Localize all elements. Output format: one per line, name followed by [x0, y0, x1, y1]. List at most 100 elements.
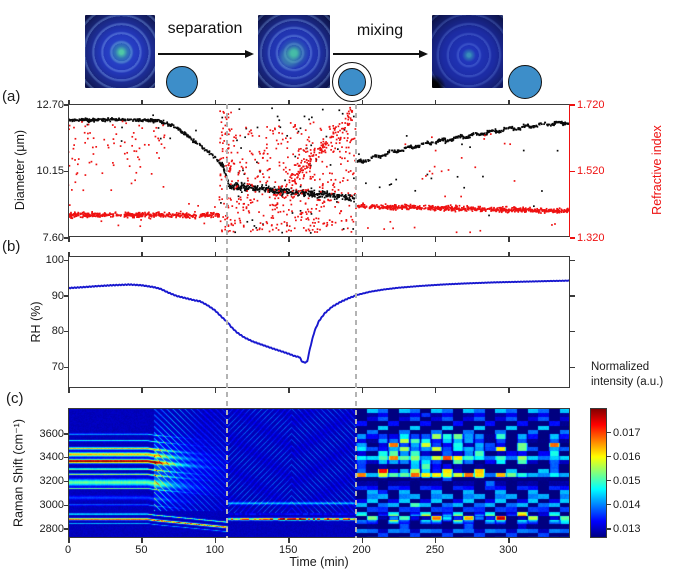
panel-b-xtick-top [288, 251, 290, 256]
mixing-event-dashed-line [354, 104, 357, 538]
time-tick-label: 300 [499, 544, 518, 556]
refractive-index-axis-label: Refractive index [650, 125, 664, 215]
colorbar-tick [607, 456, 611, 458]
panel-b-xtick-top [361, 251, 364, 256]
panel-b-xtick-top [68, 251, 70, 256]
panel-b-xtick-top [141, 251, 143, 256]
rh-tick-label: 70 [51, 361, 64, 374]
diameter-tick-label: 7.60 [42, 231, 64, 244]
panel-a-xtick-bottom [141, 237, 143, 242]
panel-a-xtick-bottom [214, 237, 217, 242]
refractive-index-tick-label: 1.520 [577, 165, 605, 177]
colorbar-tick-label: 0.015 [613, 474, 641, 487]
panel-b-xtick-top [214, 251, 217, 256]
diameter-tick-label: 12.70 [36, 98, 64, 111]
panel-b-xtick-bottom [508, 388, 510, 393]
mixing-arrow-icon [333, 53, 419, 55]
panel-b-ytick-right [570, 259, 575, 262]
raman-shift-axis-label: Raman Shift (cm⁻¹) [11, 418, 26, 528]
panel-c-ytick-left [63, 528, 68, 530]
colorbar-tick [607, 504, 611, 506]
colorbar-tick [607, 432, 611, 434]
colorbar-title-line-2: intensity (a.u.) [591, 376, 664, 388]
raman-shift-tick-label: 2800 [39, 522, 64, 535]
panel-c-ytick-left [63, 504, 68, 507]
panel-a-xtick-top [361, 99, 364, 104]
raman-shift-tick-label: 3400 [39, 451, 64, 464]
panel-c-xtick-bottom [361, 538, 364, 543]
panel-b-ytick-right [570, 366, 575, 369]
separation-event-dashed-line [225, 104, 228, 538]
colorbar-tick-label: 0.016 [613, 450, 641, 463]
panel-c-xtick-bottom [68, 538, 70, 543]
droplet-micrograph-3 [432, 15, 503, 88]
panel-b-xtick-bottom [288, 388, 290, 393]
time-tick-label: 100 [205, 544, 224, 556]
panel-c-ytick-left [63, 433, 68, 435]
rh-axis-label: RH (%) [29, 301, 43, 343]
colorbar-tick-label: 0.013 [613, 522, 641, 535]
colorbar [590, 408, 607, 538]
panel-a-xtick-top [434, 99, 437, 104]
panel-c-xtick-bottom [508, 538, 510, 543]
refractive-index-tick-label: 1.320 [577, 231, 605, 244]
refractive-index-tick-label: 1.720 [577, 98, 605, 111]
panel-b-ytick-left [63, 259, 68, 262]
panel-a-xtick-bottom [508, 237, 510, 242]
rh-tick-label: 100 [45, 254, 64, 267]
colorbar-title-line-1: Normalized [591, 361, 650, 373]
panel-a-xtick-top [214, 99, 217, 104]
mixing-arrowhead-icon [419, 49, 428, 58]
panel-a-ytick-left [63, 104, 68, 106]
time-tick-label: 150 [278, 544, 298, 556]
panel-c-ytick-left [63, 456, 68, 459]
panel-a-ytick-right [570, 170, 575, 172]
panel-c-xtick-bottom [141, 538, 143, 543]
rh-line-plot [68, 256, 570, 388]
time-tick-label: 200 [352, 544, 371, 556]
droplet-icon-mixed-2 [508, 65, 542, 99]
panel-c-xtick-bottom [434, 538, 437, 543]
rh-tick-label: 80 [51, 325, 64, 338]
colorbar-title: Normalized intensity (a.u.) [591, 360, 663, 390]
panel-c-xtick-bottom [214, 538, 217, 543]
panel-c-label: (c) [6, 390, 24, 407]
panel-b-xtick-bottom [141, 388, 143, 393]
panel-a-xtick-bottom [288, 237, 290, 242]
panel-b-ytick-right [570, 295, 575, 297]
droplet-icon-coreshell-core [338, 68, 366, 96]
colorbar-tick-label: 0.017 [613, 426, 641, 439]
panel-c-ytick-left [63, 480, 68, 483]
time-axis-label: Time (min) [289, 555, 349, 569]
raman-shift-tick-label: 3600 [39, 427, 64, 440]
rh-tick-label: 90 [51, 289, 64, 302]
panel-a-xtick-bottom [434, 237, 437, 242]
panel-a-xtick-bottom [361, 237, 364, 242]
panel-a-xtick-top [288, 99, 290, 104]
diameter-ri-scatter-plot [68, 104, 570, 237]
panel-b-xtick-top [508, 251, 510, 256]
diameter-tick-label: 10.15 [36, 165, 64, 177]
panel-a-ytick-right [570, 237, 575, 239]
separation-arrow-icon [158, 53, 245, 55]
colorbar-tick [607, 528, 611, 530]
panel-a-xtick-top [68, 99, 70, 104]
panel-a-xtick-bottom [68, 237, 70, 242]
panel-c-xtick-bottom [288, 538, 290, 543]
time-tick-label: 50 [135, 544, 148, 556]
panel-b-label: (b) [2, 238, 21, 255]
panel-b-xtick-bottom [361, 388, 364, 393]
colorbar-tick [607, 480, 611, 482]
panel-b-xtick-top [434, 251, 437, 256]
droplet-icon-mixed-1 [166, 66, 198, 98]
separation-label: separation [167, 20, 243, 37]
raman-heatmap [68, 408, 570, 538]
panel-b-ytick-right [570, 330, 575, 333]
panel-b-xtick-bottom [434, 388, 437, 393]
panel-b-ytick-left [63, 295, 68, 297]
raman-shift-tick-label: 3000 [39, 499, 64, 512]
raman-shift-tick-label: 3200 [39, 475, 64, 488]
panel-b-xtick-bottom [214, 388, 217, 393]
panel-b-ytick-left [63, 330, 68, 333]
